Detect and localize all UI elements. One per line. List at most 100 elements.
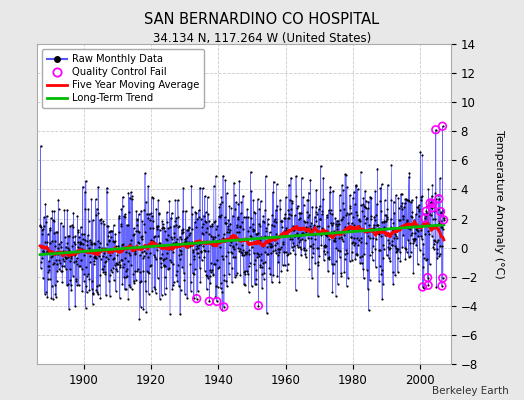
- Point: [270, 218, 278, 224]
- Point: [49, 261, 57, 267]
- Point: [104, 223, 112, 229]
- Point: [362, 216, 370, 222]
- Point: [409, 240, 417, 246]
- Point: [408, 209, 417, 215]
- Point: [161, 255, 170, 261]
- Point: [196, 279, 204, 285]
- Point: [280, 249, 288, 256]
- Point: [192, 246, 200, 252]
- Point: [196, 248, 205, 255]
- Point: [332, 293, 340, 299]
- Point: [251, 210, 259, 216]
- Point: [252, 280, 260, 287]
- Point: [184, 243, 192, 250]
- Point: [274, 252, 282, 258]
- Point: [372, 264, 380, 270]
- Point: [414, 233, 422, 240]
- Point: [236, 272, 245, 278]
- Point: [376, 247, 384, 253]
- Point: [420, 210, 429, 217]
- Point: [166, 224, 174, 231]
- Point: [187, 279, 195, 285]
- Point: [340, 206, 348, 212]
- Point: [381, 218, 390, 225]
- Point: [74, 244, 82, 250]
- Point: [181, 290, 189, 297]
- Point: [113, 252, 122, 258]
- Point: [353, 212, 361, 218]
- Point: [65, 233, 73, 239]
- Point: [247, 188, 256, 195]
- Point: [47, 295, 56, 301]
- Point: [121, 286, 129, 293]
- Point: [347, 256, 356, 263]
- Point: [327, 233, 335, 240]
- Point: [162, 285, 170, 291]
- Point: [307, 226, 315, 232]
- Point: [125, 208, 133, 215]
- Point: [319, 226, 327, 232]
- Point: [152, 224, 161, 230]
- Point: [350, 242, 358, 248]
- Point: [266, 271, 275, 277]
- Point: [294, 239, 303, 245]
- Point: [231, 206, 239, 212]
- Point: [241, 268, 249, 274]
- Point: [51, 282, 59, 288]
- Point: [321, 230, 330, 237]
- Point: [59, 223, 67, 229]
- Point: [50, 260, 58, 266]
- Point: [399, 232, 408, 238]
- Point: [331, 238, 339, 244]
- Point: [406, 225, 414, 232]
- Point: [279, 239, 287, 245]
- Point: [94, 291, 102, 297]
- Point: [67, 255, 75, 261]
- Point: [258, 285, 266, 291]
- Point: [438, 223, 446, 230]
- Point: [164, 225, 172, 231]
- Point: [386, 258, 394, 264]
- Point: [410, 236, 418, 242]
- Point: [117, 220, 125, 227]
- Point: [206, 222, 215, 229]
- Point: [89, 217, 97, 224]
- Point: [323, 255, 332, 261]
- Point: [346, 192, 354, 198]
- Point: [129, 271, 137, 278]
- Point: [166, 257, 174, 263]
- Point: [296, 237, 304, 243]
- Point: [53, 268, 62, 274]
- Point: [336, 206, 344, 213]
- Point: [364, 205, 372, 212]
- Point: [137, 208, 145, 214]
- Point: [130, 231, 138, 237]
- Point: [209, 234, 217, 240]
- Point: [105, 278, 113, 284]
- Point: [305, 266, 314, 273]
- Point: [187, 261, 195, 267]
- Point: [107, 266, 115, 273]
- Point: [91, 252, 99, 259]
- Point: [390, 231, 399, 237]
- Point: [379, 254, 387, 261]
- Point: [271, 231, 280, 237]
- Point: [275, 232, 283, 239]
- Point: [86, 259, 94, 265]
- Point: [56, 250, 64, 256]
- Point: [123, 273, 131, 280]
- Point: [365, 222, 373, 228]
- Point: [255, 221, 263, 227]
- Point: [283, 215, 292, 221]
- Point: [349, 239, 357, 245]
- Point: [99, 269, 107, 275]
- Point: [364, 198, 373, 205]
- Point: [301, 219, 309, 226]
- Point: [177, 248, 185, 254]
- Point: [301, 251, 310, 257]
- Point: [299, 230, 308, 236]
- Point: [342, 247, 350, 253]
- Point: [50, 208, 59, 214]
- Point: [234, 245, 243, 251]
- Point: [201, 193, 209, 199]
